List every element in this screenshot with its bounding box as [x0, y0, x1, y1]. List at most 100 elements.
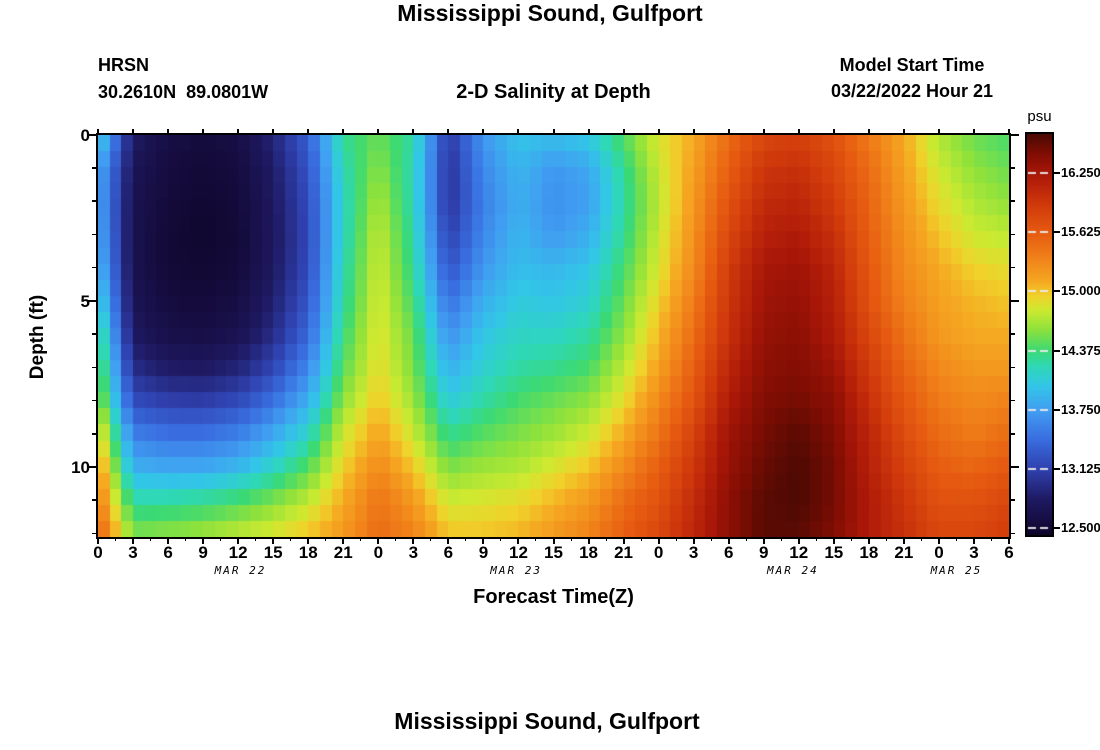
- colorbar-tick-label: 16.250: [1061, 164, 1100, 180]
- date-label: MAR 23: [490, 564, 542, 577]
- colorbar-tick-label: 15.625: [1061, 224, 1100, 240]
- y-minor-tick: [92, 233, 96, 236]
- x-major-tick: [167, 537, 170, 544]
- colorbar-units-label: psu: [1027, 108, 1052, 125]
- x-minor-tick: [255, 537, 257, 541]
- y-major-tick: [1011, 466, 1019, 469]
- x-minor-tick: [535, 537, 537, 541]
- x-top-tick: [272, 129, 275, 135]
- x-tick-label: 6: [163, 543, 173, 562]
- x-top-tick: [1008, 129, 1010, 135]
- y-minor-tick: [92, 532, 96, 535]
- figure-title: Mississippi Sound, Gulfport: [397, 0, 703, 26]
- x-top-tick: [762, 129, 765, 135]
- x-tick-label: 3: [688, 543, 699, 562]
- x-major-tick: [307, 537, 310, 544]
- x-major-tick: [622, 537, 625, 544]
- x-axis-label: Forecast Time(Z): [473, 586, 634, 608]
- x-top-tick: [692, 129, 695, 135]
- x-top-tick: [622, 129, 625, 135]
- x-major-tick: [272, 537, 275, 544]
- x-top-tick: [447, 129, 450, 135]
- x-top-tick: [132, 129, 135, 135]
- x-top-tick: [797, 129, 800, 135]
- x-major-tick: [587, 537, 590, 544]
- x-major-tick: [972, 537, 975, 544]
- x-tick-label: 0: [373, 543, 384, 562]
- colorbar-tick: [1054, 527, 1060, 530]
- y-axis-label: Depth (ft): [27, 294, 48, 380]
- x-top-tick: [202, 129, 205, 135]
- x-major-tick: [657, 537, 660, 544]
- x-minor-tick: [640, 537, 642, 541]
- x-tick-label: 18: [298, 543, 318, 562]
- y-minor-tick: [1011, 433, 1015, 435]
- x-tick-label: 0: [93, 543, 103, 562]
- plot-subtitle: 2-D Salinity at Depth: [456, 81, 651, 103]
- y-minor-tick: [92, 200, 96, 202]
- x-minor-tick: [885, 537, 887, 541]
- y-major-tick: [88, 300, 96, 303]
- x-tick-label: 6: [1004, 543, 1014, 562]
- x-tick-label: 3: [408, 543, 419, 562]
- y-minor-tick: [92, 499, 96, 501]
- x-minor-tick: [360, 537, 362, 541]
- x-tick-label: 6: [723, 543, 734, 562]
- x-tick-label: 12: [508, 543, 528, 562]
- date-label: MAR 24: [767, 564, 819, 577]
- y-minor-tick: [1011, 233, 1015, 236]
- x-top-tick: [342, 129, 345, 135]
- x-major-tick: [552, 537, 555, 544]
- x-tick-label: 12: [228, 543, 248, 562]
- x-tick-label: 15: [544, 543, 563, 562]
- x-major-tick: [342, 537, 345, 544]
- x-tick-label: 15: [824, 543, 844, 562]
- x-minor-tick: [325, 537, 327, 541]
- station-coordinates: 30.2610N 89.0801W: [98, 82, 269, 102]
- x-top-tick: [167, 129, 170, 135]
- y-minor-tick: [1011, 366, 1015, 369]
- colorbar-frame: [1025, 132, 1054, 537]
- y-tick-label: 0: [80, 126, 90, 145]
- x-tick-label: 18: [859, 543, 879, 562]
- colorbar-tick: [1054, 290, 1060, 293]
- x-tick-label: 0: [653, 543, 664, 562]
- x-major-tick: [762, 537, 765, 544]
- x-top-tick: [97, 129, 99, 135]
- colorbar-tick: [1054, 468, 1060, 471]
- colorbar-tick-label: 15.000: [1061, 283, 1100, 299]
- x-tick-label: 9: [198, 543, 208, 562]
- x-major-tick: [412, 537, 415, 544]
- x-minor-tick: [920, 537, 922, 541]
- x-minor-tick: [745, 537, 747, 541]
- model-start-time-value: 03/22/2022 Hour 21: [830, 81, 994, 101]
- y-minor-tick: [92, 399, 96, 402]
- y-minor-tick: [92, 333, 96, 335]
- colorbar-tick-label: 14.375: [1061, 342, 1100, 358]
- x-minor-tick: [605, 537, 607, 541]
- x-minor-tick: [465, 537, 467, 541]
- x-tick-label: 3: [969, 543, 979, 562]
- x-minor-tick: [220, 537, 222, 541]
- y-minor-tick: [92, 366, 96, 369]
- x-top-tick: [657, 129, 660, 135]
- x-major-tick: [237, 537, 240, 544]
- x-top-tick: [377, 129, 380, 135]
- model-start-time-label: Model Start Time: [839, 55, 985, 75]
- x-tick-label: 12: [789, 543, 809, 562]
- x-minor-tick: [955, 537, 957, 541]
- y-minor-tick: [1011, 266, 1015, 269]
- x-tick-label: 18: [579, 543, 598, 562]
- x-major-tick: [97, 537, 99, 544]
- x-tick-label: 21: [894, 543, 914, 562]
- x-top-tick: [237, 129, 240, 135]
- y-minor-tick: [1011, 499, 1015, 501]
- x-major-tick: [1008, 537, 1010, 544]
- x-tick-label: 21: [614, 543, 634, 562]
- x-minor-tick: [115, 537, 117, 541]
- x-major-tick: [517, 537, 520, 544]
- x-minor-tick: [675, 537, 677, 541]
- x-minor-tick: [710, 537, 712, 541]
- x-minor-tick: [290, 537, 292, 541]
